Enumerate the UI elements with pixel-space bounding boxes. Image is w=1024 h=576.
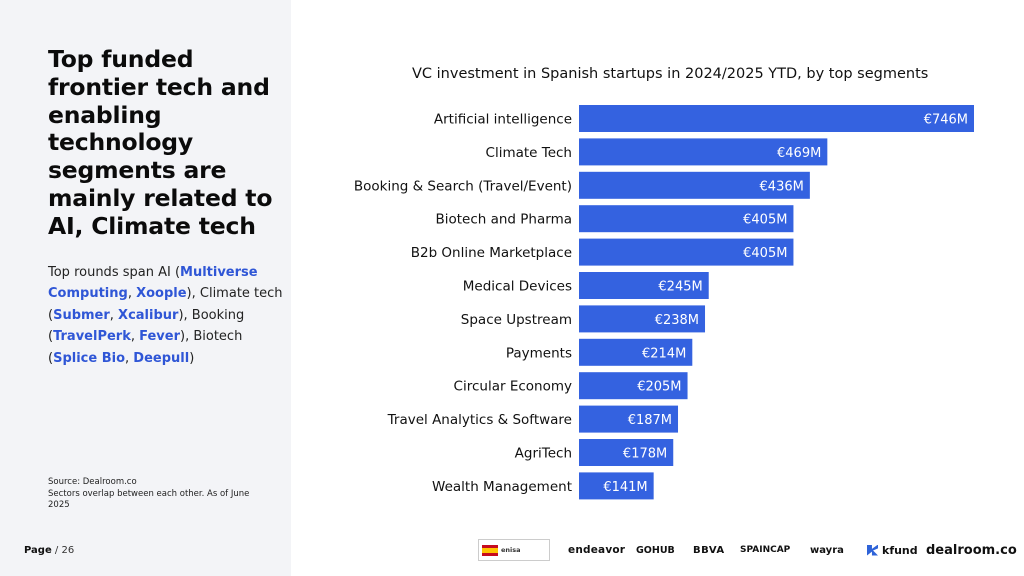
bar bbox=[579, 171, 810, 199]
kfund-logo: kfund bbox=[867, 538, 918, 562]
category-label: Climate Tech bbox=[486, 145, 572, 161]
body-text-segment: ), Biotech ( bbox=[48, 329, 243, 366]
body-text-segment: , bbox=[130, 329, 140, 345]
body-text-segment: , bbox=[127, 286, 137, 302]
value-label: €405M bbox=[743, 213, 787, 228]
category-label: Wealth Management bbox=[432, 479, 572, 495]
kfund-wordmark: kfund bbox=[882, 543, 918, 557]
value-label: €436M bbox=[760, 179, 804, 194]
value-label: €178M bbox=[623, 447, 667, 462]
body-text-segment: ), Booking ( bbox=[48, 307, 245, 345]
page-label: Page bbox=[24, 545, 52, 556]
bar bbox=[579, 405, 679, 433]
source-footnote: Sectors overlap between each other. As o… bbox=[48, 488, 250, 511]
bar bbox=[579, 105, 974, 132]
category-label: Booking & Search (Travel/Event) bbox=[354, 178, 572, 194]
source-note: Source: Dealroom.co Sectors overlap betw… bbox=[48, 477, 258, 512]
bar-chart: Artificial intelligence €746M Climate Tech… bbox=[354, 105, 974, 500]
value-label: €469M bbox=[777, 146, 821, 161]
bar bbox=[579, 472, 654, 500]
value-label: €746M bbox=[924, 113, 968, 128]
category-label: Circular Economy bbox=[454, 379, 572, 395]
company-name: TravelPerk bbox=[53, 329, 131, 345]
category-label: Artificial intelligence bbox=[434, 112, 572, 128]
spain-flag-icon bbox=[482, 544, 498, 556]
source-line: Source: Dealroom.co bbox=[48, 477, 137, 487]
company-name: Splice Bio bbox=[53, 350, 126, 366]
bar bbox=[579, 205, 794, 233]
body-text: Top rounds span AI (Multiverse Computing… bbox=[48, 262, 283, 369]
chart-title: VC investment in Spanish startups in 202… bbox=[412, 66, 929, 82]
enisa-wordmark: enisa bbox=[501, 546, 521, 554]
body-text-segment: Top rounds span AI ( bbox=[48, 265, 181, 280]
body-text-segment: ) bbox=[189, 350, 195, 366]
bar bbox=[579, 338, 693, 366]
gohub-logo: GOHUB bbox=[636, 544, 675, 556]
body-text-segment: ), Climate tech ( bbox=[48, 286, 283, 323]
category-label: Medical Devices bbox=[463, 279, 572, 295]
value-label: €187M bbox=[628, 413, 672, 428]
page-number: Page / 26 bbox=[24, 545, 74, 556]
page-count: / 26 bbox=[51, 545, 75, 556]
value-label: €214M bbox=[642, 346, 686, 361]
company-name: Submer bbox=[53, 307, 110, 323]
value-label: €405M bbox=[743, 246, 787, 261]
bar bbox=[579, 305, 706, 333]
company-name: Xoople bbox=[136, 286, 187, 302]
bar bbox=[579, 372, 688, 400]
bar bbox=[579, 439, 674, 466]
left-panel: Top funded frontier tech and enabling te… bbox=[0, 0, 291, 576]
category-label: Biotech and Pharma bbox=[435, 212, 572, 228]
bar bbox=[579, 138, 828, 166]
category-label: B2b Online Marketplace bbox=[411, 245, 572, 261]
category-label: Payments bbox=[506, 345, 572, 361]
wayra-logo: wayra bbox=[810, 544, 844, 556]
company-name: Fever bbox=[139, 329, 180, 345]
category-label: Space Upstream bbox=[461, 312, 572, 328]
dealroom-logo: dealroom.co bbox=[926, 542, 1017, 558]
bbva-logo: BBVA bbox=[693, 544, 725, 556]
category-label: AgriTech bbox=[515, 446, 572, 462]
headline: Top funded frontier tech and enabling te… bbox=[48, 45, 273, 240]
category-label: Travel Analytics & Software bbox=[387, 412, 572, 428]
spaincap-logo: SPAINCAP bbox=[740, 545, 791, 555]
company-name: Deepull bbox=[133, 350, 190, 366]
value-label: €205M bbox=[637, 380, 681, 395]
kfund-icon bbox=[867, 544, 878, 556]
value-label: €238M bbox=[655, 313, 699, 328]
bar bbox=[579, 238, 794, 266]
value-label: €141M bbox=[603, 480, 647, 495]
company-name: Multiverse Computing bbox=[48, 265, 258, 302]
bar bbox=[579, 272, 709, 299]
value-label: €245M bbox=[658, 280, 702, 295]
partner-logos: enisa endeavor GOHUB BBVA SPAINCAP wayra… bbox=[478, 538, 1017, 562]
body-text-segment: , bbox=[125, 350, 134, 366]
endeavor-logo: endeavor bbox=[568, 544, 626, 556]
spain-enisa-logo: enisa bbox=[478, 538, 550, 562]
body-text-segment: , bbox=[109, 307, 119, 323]
company-name: Xcalibur bbox=[118, 307, 179, 323]
